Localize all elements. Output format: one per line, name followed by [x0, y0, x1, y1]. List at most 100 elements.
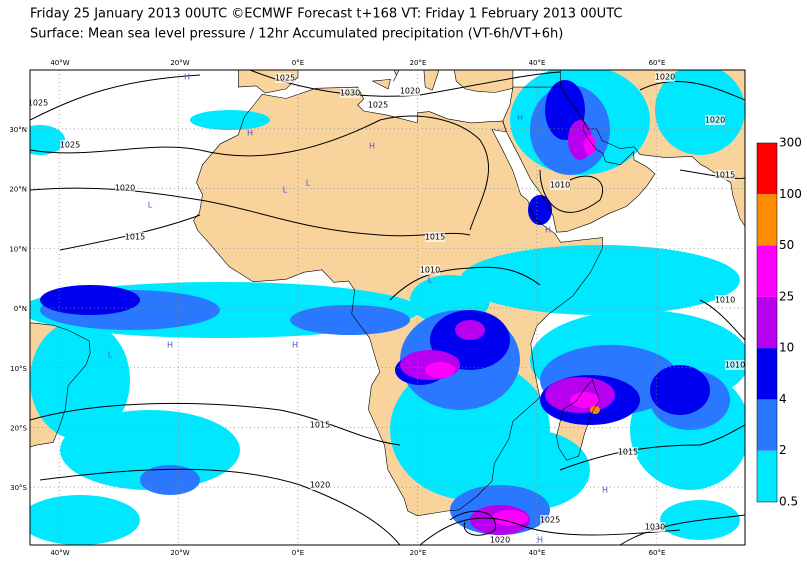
isobar-label-bg: [715, 170, 735, 180]
precip-area: [30, 495, 140, 545]
isobar: [30, 187, 471, 237]
colorbar-segment: [757, 296, 777, 349]
lat-label: 20°N: [9, 186, 27, 194]
lat-label: 20°S: [10, 425, 27, 433]
isobar-label-bg: [425, 232, 445, 242]
isobar-label-bg: [550, 180, 570, 190]
isobar-label-bg: [115, 183, 135, 193]
coastline: [193, 86, 603, 517]
colorbar-segment: [757, 348, 777, 400]
precip-area: [190, 110, 270, 130]
colorbar-segment: [757, 143, 777, 195]
pressure-center: H: [184, 73, 190, 82]
isobar-label: 1010: [550, 181, 570, 190]
lon-label-bottom: 20°W: [170, 549, 189, 557]
lon-label-top: 20°W: [170, 59, 189, 67]
precip-area: [425, 362, 455, 378]
isobar-label-bg: [368, 100, 388, 110]
map-layers: 1025 1025 1030 1025 1020 1020 1020 1025 1020 1015…: [28, 70, 745, 545]
isobar-label-bg: [705, 115, 725, 125]
pressure-center: L: [306, 179, 311, 188]
lat-label: 10°N: [9, 245, 27, 253]
isobar: [39, 468, 401, 545]
isobar-label-bg: [645, 522, 665, 532]
precip-area: [584, 135, 596, 155]
isobar-label: 1020: [655, 73, 675, 82]
isobar-label-bg: [490, 535, 510, 545]
isobar-label: 1025: [28, 99, 48, 108]
precip-area: [455, 320, 485, 340]
pressure-center: H: [247, 129, 253, 138]
colorbar-label: 10: [779, 341, 794, 355]
isobar-label: 1030: [645, 523, 665, 532]
coastline: [393, 70, 400, 82]
lon-label-top: 40°E: [529, 59, 546, 67]
pressure-center: H: [167, 341, 173, 350]
colorbar-segment: [757, 245, 777, 297]
lon-label-top: 0°E: [292, 59, 304, 67]
isobar-label: 1025: [60, 141, 80, 150]
coastline: [560, 70, 745, 227]
isobar-label-bg: [618, 447, 638, 457]
precip-area: [30, 125, 65, 155]
isobar-label: 1010: [420, 266, 440, 275]
isobar-label-bg: [715, 295, 735, 305]
coastline: [30, 322, 91, 448]
colorbar-label: 100: [779, 187, 802, 201]
isobar-label-bg: [655, 72, 675, 82]
colorbar-frame: [756, 142, 778, 503]
pressure-center: L: [283, 186, 288, 195]
isobar: [639, 81, 745, 101]
precip-area: [460, 245, 740, 315]
isobar: [30, 402, 401, 446]
pressure-center: H: [602, 486, 608, 495]
isobar: [30, 115, 489, 231]
pressure-center: H: [292, 341, 298, 350]
colorbar-label: 0.5: [779, 495, 798, 509]
colorbar-segment: [757, 194, 777, 246]
isobar-label: 1020: [310, 481, 330, 490]
pressure-center: H: [517, 114, 523, 123]
isobar-label: 1015: [310, 421, 330, 430]
lat-label: 30°N: [9, 126, 27, 134]
precip-area: [570, 392, 600, 408]
isobar-label: 1015: [618, 448, 638, 457]
pressure-center: H: [545, 226, 551, 235]
colorbar-segment: [757, 450, 777, 502]
precip-area: [40, 285, 140, 315]
isobar-label-bg: [340, 88, 360, 98]
isobar-label: 1020: [490, 536, 510, 545]
isobar: [699, 299, 745, 341]
land: [372, 79, 391, 89]
lon-label-bottom: 40°E: [529, 549, 546, 557]
isobar-label-bg: [30, 98, 48, 108]
pressure-center: L: [108, 351, 113, 360]
lon-label-bottom: 20°E: [410, 549, 427, 557]
precip-area: [30, 320, 130, 440]
isobar-label: 1020: [115, 184, 135, 193]
coastline: [371, 78, 391, 90]
isobar-label: 1025: [540, 516, 560, 525]
precip-area: [650, 365, 710, 415]
precip-area: [492, 510, 528, 526]
precip-area: [528, 195, 552, 225]
colorbar-label: 2: [779, 443, 787, 457]
map-frame: [29, 69, 746, 546]
colorbar-label: 25: [779, 289, 794, 303]
isobar-label: 1025: [275, 74, 295, 83]
colorbar-segment: [757, 399, 777, 451]
colorbar-label: 4: [779, 392, 787, 406]
pressure-center: H: [537, 536, 543, 545]
isobar-label: 1015: [425, 233, 445, 242]
coastline: [423, 70, 440, 91]
isobar: [539, 169, 604, 213]
isobar: [419, 517, 681, 545]
lon-label-bottom: 0°E: [292, 549, 304, 557]
isobar-label-bg: [400, 86, 420, 96]
lat-label: 10°S: [10, 365, 27, 373]
isobar: [389, 266, 541, 301]
isobar-label: 1020: [705, 116, 725, 125]
colorbar-label: 300: [779, 136, 802, 150]
coastline: [556, 378, 600, 461]
isobar-label: 1015: [125, 233, 145, 242]
